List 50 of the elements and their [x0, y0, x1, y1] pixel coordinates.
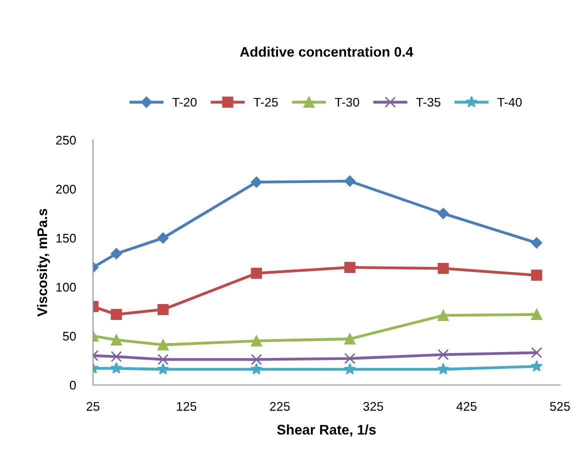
point: [157, 363, 170, 375]
point: [110, 248, 122, 260]
legend-label: T-40: [497, 98, 522, 107]
point: [438, 262, 449, 274]
point: [344, 262, 356, 273]
point: [157, 339, 169, 350]
point: [531, 237, 542, 249]
point: [438, 208, 449, 220]
x-tick-label: 325: [363, 402, 384, 411]
point: [110, 351, 122, 362]
point: [344, 176, 356, 187]
y-tick-label: 100: [56, 282, 76, 292]
legend-label: T-30: [334, 98, 360, 107]
point: [438, 349, 449, 360]
x-tick-label: 25: [86, 402, 100, 411]
point: [531, 308, 542, 320]
point: [250, 335, 262, 346]
legend-label: T-20: [172, 98, 197, 107]
y-tick-label: 250: [56, 136, 76, 145]
point: [157, 354, 169, 366]
point: [250, 176, 262, 188]
y-tick-label: 50: [62, 332, 76, 341]
x-tick-label: 425: [456, 402, 477, 411]
point: [344, 352, 356, 364]
point: [110, 308, 122, 320]
point: [344, 363, 356, 375]
point: [531, 270, 542, 281]
point: [110, 334, 122, 346]
x-tick-label: 225: [270, 402, 290, 411]
y-tick-label: 150: [56, 234, 76, 243]
point: [157, 232, 169, 244]
x-tick-label: 525: [550, 402, 570, 411]
x-axis-title: Shear Rate, 1/s: [277, 424, 376, 437]
y-tick-label: 0: [70, 380, 76, 390]
y-tick-label: 200: [56, 184, 76, 194]
legend-label: T-35: [416, 98, 440, 107]
chart-title: Additive concentration 0.4: [240, 46, 414, 57]
point: [530, 360, 543, 372]
point: [437, 363, 450, 375]
point: [250, 363, 262, 375]
point: [110, 362, 122, 374]
point: [438, 310, 449, 321]
point: [531, 347, 542, 358]
legend-label: T-25: [254, 98, 278, 107]
point: [344, 333, 356, 344]
y-axis-title: Viscosity, mPa.s: [36, 208, 50, 317]
point: [250, 354, 262, 366]
point: [157, 304, 169, 316]
point: [250, 268, 262, 279]
x-tick-label: 125: [176, 402, 196, 411]
